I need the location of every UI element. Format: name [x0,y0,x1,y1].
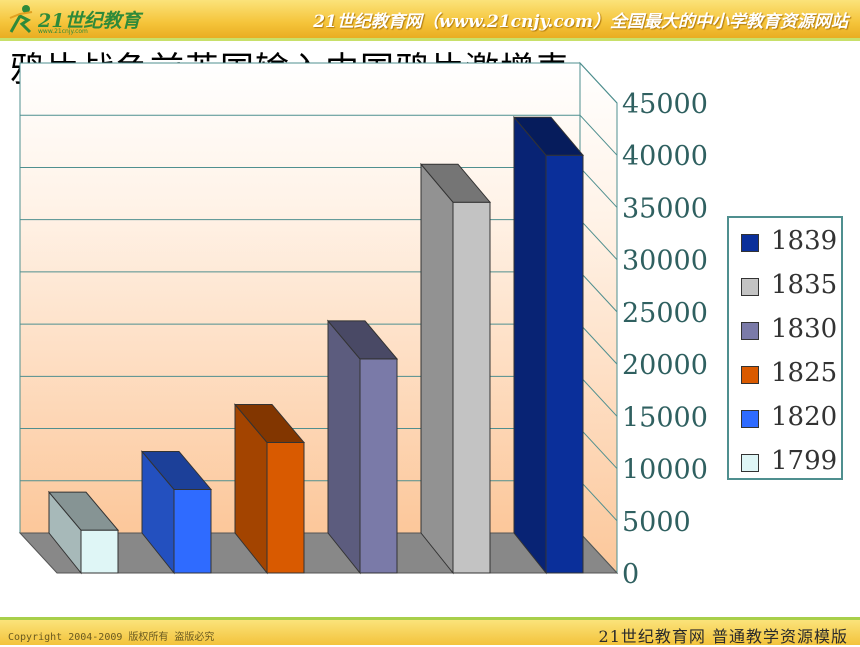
legend-item-1820: 1820 [729,396,841,436]
gridline-side [579,219,618,261]
site-logo[interactable]: 21世纪教育 www.21cnjy.com [8,4,148,36]
legend-label: 1820 [771,402,838,432]
legend-swatch [741,234,759,252]
site-slogan: 21世纪教育网（www.21cnjy.com）全国最大的中小学教育资源网站 [313,12,848,32]
legend-label: 1830 [771,314,838,344]
legend-swatch [741,454,759,472]
legend-label: 1799 [771,446,838,476]
y-tick-label: 35000 [622,193,708,224]
bar-front-1830 [359,358,398,574]
bar-top-1835 [419,163,492,203]
legend-swatch [741,410,759,428]
y-tick-label: 5000 [622,507,691,538]
copyright-text: Copyright 2004-2009 版权所有 盗版必究 [8,632,215,643]
y-tick-label: 30000 [622,246,708,277]
y-tick-label: 0 [622,559,639,590]
bar-front-1825 [266,441,305,574]
gridline-side [579,375,618,417]
gridline-side [579,323,618,365]
legend-swatch [741,278,759,296]
bar-side-1839 [513,115,547,575]
bar-top-1825 [233,403,306,443]
y-tick-label: 25000 [622,298,708,329]
bottom-banner: Copyright 2004-2009 版权所有 盗版必究 21世纪教育网 普通… [0,617,860,646]
chart-legend: 1839 1835 1830 1825 1820 1799 [727,216,843,480]
legend-swatch [741,366,759,384]
legend-item-1799: 1799 [729,440,841,480]
bar-front-1835 [452,201,491,574]
legend-item-1830: 1830 [729,308,841,348]
legend-item-1835: 1835 [729,264,841,304]
y-tick-label: 45000 [622,89,708,120]
bar-front-1820 [173,488,212,574]
bar-front-1839 [545,154,584,574]
logo-figure-icon [9,5,33,34]
header-divider [0,38,860,41]
bar-top-1830 [326,320,399,360]
y-tick-label: 15000 [622,402,708,433]
footer-brand: 21世纪教育网 普通教学资源模版 [598,627,848,646]
gridline-side [579,428,618,469]
gridline-side [579,480,618,522]
legend-item-1825: 1825 [729,352,841,392]
logo-url: www.21cnjy.com [38,28,88,35]
gridline-side [579,167,618,208]
legend-item-1839: 1839 [729,220,841,260]
gridline-side [579,271,618,313]
bar-top-1820 [140,450,213,490]
logo-text: 21世纪教育 [38,10,141,32]
y-tick-label: 10000 [622,455,708,486]
gridline-side [579,114,618,156]
y-tick-label: 40000 [622,141,708,172]
top-banner: 21世纪教育 www.21cnjy.com 21世纪教育网（www.21cnjy… [0,0,860,38]
legend-swatch [741,322,759,340]
bar-side-1830 [327,319,361,575]
gridline-side [579,62,618,104]
legend-label: 1835 [771,270,838,300]
y-tick-label: 20000 [622,350,708,381]
bar-front-1799 [80,529,119,574]
bar-top-1839 [512,116,585,156]
legend-label: 1825 [771,358,838,388]
bar-side-1835 [420,162,454,575]
bar-top-1799 [47,491,120,531]
legend-label: 1839 [771,226,838,256]
side-wall [579,61,618,575]
